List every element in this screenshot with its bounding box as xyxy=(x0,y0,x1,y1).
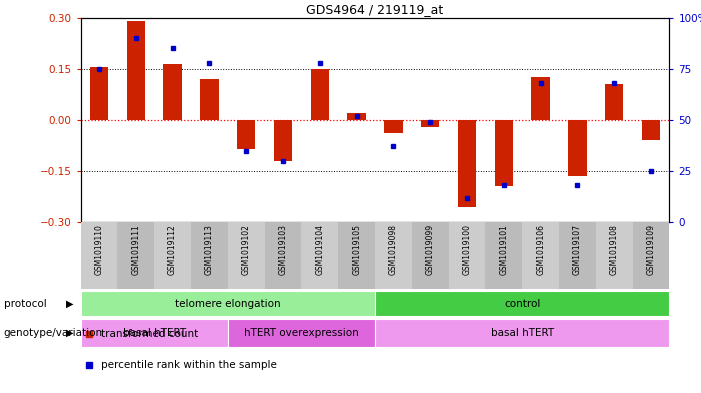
Bar xyxy=(348,113,366,120)
Bar xyxy=(458,120,476,207)
Bar xyxy=(522,222,559,289)
Text: percentile rank within the sample: percentile rank within the sample xyxy=(101,360,277,369)
Bar xyxy=(81,319,228,347)
Text: ▶: ▶ xyxy=(66,328,74,338)
Bar xyxy=(495,120,513,186)
Text: protocol: protocol xyxy=(4,299,46,309)
Text: GSM1019106: GSM1019106 xyxy=(536,224,545,275)
Text: GSM1019108: GSM1019108 xyxy=(610,224,619,275)
Bar xyxy=(375,222,412,289)
Text: GSM1019102: GSM1019102 xyxy=(242,224,251,275)
Text: genotype/variation: genotype/variation xyxy=(4,328,102,338)
Bar xyxy=(605,84,623,120)
Bar xyxy=(228,222,265,289)
Text: GSM1019099: GSM1019099 xyxy=(426,224,435,275)
Bar xyxy=(596,222,632,289)
Bar xyxy=(81,291,375,316)
Bar xyxy=(274,120,292,161)
Bar xyxy=(375,319,669,347)
Bar xyxy=(200,79,219,120)
Bar xyxy=(118,222,154,289)
Text: GSM1019107: GSM1019107 xyxy=(573,224,582,275)
Text: GSM1019104: GSM1019104 xyxy=(315,224,325,275)
Text: GSM1019109: GSM1019109 xyxy=(646,224,655,275)
Text: GSM1019112: GSM1019112 xyxy=(168,224,177,275)
Bar xyxy=(90,67,108,120)
Text: transformed count: transformed count xyxy=(101,329,198,339)
Bar xyxy=(449,222,485,289)
Bar xyxy=(632,222,669,289)
Bar xyxy=(569,120,587,176)
Text: telomere elongation: telomere elongation xyxy=(175,299,280,309)
Text: GSM1019103: GSM1019103 xyxy=(278,224,287,275)
Text: GSM1019105: GSM1019105 xyxy=(352,224,361,275)
Bar xyxy=(237,120,255,149)
Title: GDS4964 / 219119_at: GDS4964 / 219119_at xyxy=(306,4,444,17)
Bar xyxy=(531,77,550,120)
Bar xyxy=(421,120,440,127)
Text: ▶: ▶ xyxy=(66,299,74,309)
Bar xyxy=(375,291,669,316)
Bar xyxy=(191,222,228,289)
Bar xyxy=(412,222,449,289)
Bar xyxy=(154,222,191,289)
Bar xyxy=(642,120,660,140)
Text: GSM1019111: GSM1019111 xyxy=(131,224,140,275)
Bar xyxy=(228,319,375,347)
Text: GSM1019098: GSM1019098 xyxy=(389,224,398,275)
Bar xyxy=(384,120,402,134)
Bar xyxy=(265,222,301,289)
Text: hTERT overexpression: hTERT overexpression xyxy=(244,328,359,338)
Text: GSM1019113: GSM1019113 xyxy=(205,224,214,275)
Bar xyxy=(485,222,522,289)
Text: basal hTERT: basal hTERT xyxy=(123,328,186,338)
Text: GSM1019110: GSM1019110 xyxy=(95,224,104,275)
Text: basal hTERT: basal hTERT xyxy=(491,328,554,338)
Bar xyxy=(163,64,182,120)
Bar xyxy=(127,21,145,120)
Text: GSM1019100: GSM1019100 xyxy=(463,224,472,275)
Bar xyxy=(301,222,338,289)
Bar xyxy=(81,222,118,289)
Bar xyxy=(338,222,375,289)
Text: GSM1019101: GSM1019101 xyxy=(499,224,508,275)
Bar xyxy=(311,70,329,120)
Bar xyxy=(559,222,596,289)
Text: control: control xyxy=(504,299,540,309)
